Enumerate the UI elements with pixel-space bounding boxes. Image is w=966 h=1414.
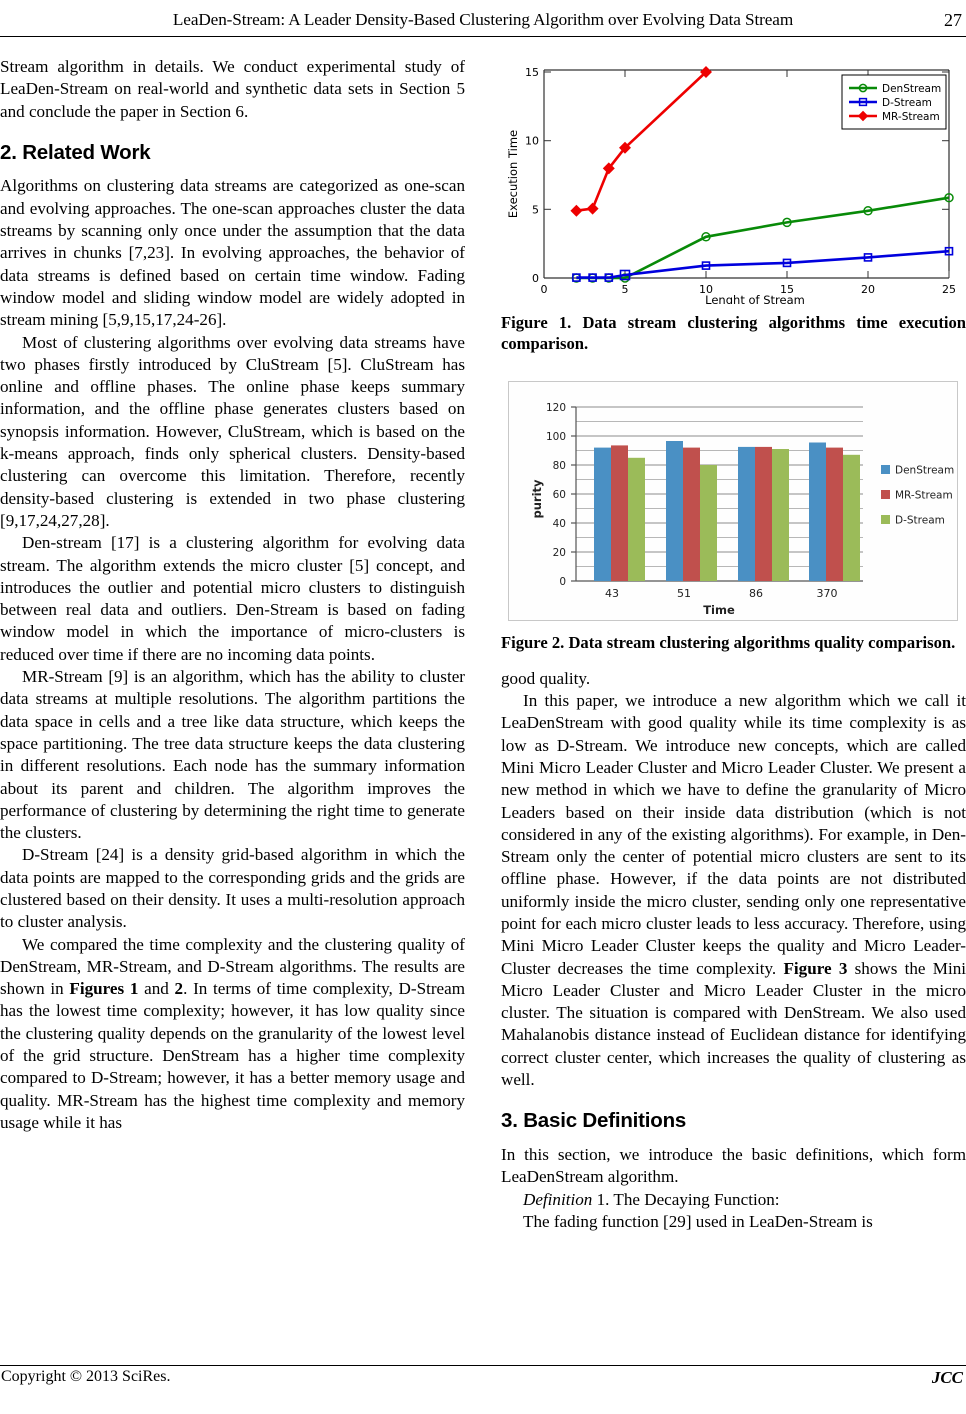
fig2-group-370 — [809, 442, 860, 581]
running-head-title: LeaDen-Stream: A Leader Density-Based Cl… — [172, 10, 794, 29]
fig1-ytick-10: 10 — [525, 135, 539, 148]
fig2-ytick-100: 100 — [546, 431, 566, 443]
fig1-xtick-10: 10 — [699, 283, 713, 296]
paragraph-algorithms: Algorithms on clustering data streams ar… — [0, 176, 465, 330]
fig1-series-mrstream-markers — [570, 66, 712, 217]
figure-1: 0 5 10 15 0 5 10 15 20 25 Lenght of Stre… — [501, 56, 966, 304]
fig2-legend-mrstream: MR-Stream — [895, 489, 953, 501]
fig2-xtick-51: 51 — [677, 587, 691, 600]
running-head: LeaDen-Stream: A Leader Density-Based Cl… — [0, 10, 966, 40]
fig1-xlabel: Lenght of Stream — [705, 293, 805, 304]
fig1-xtick-5: 5 — [622, 283, 629, 296]
figure-3-ref: Figure 3 — [783, 958, 848, 978]
fig2-xtick-86: 86 — [749, 587, 763, 600]
definition-keyword: Definition — [523, 1189, 593, 1209]
comparison-text-a: We compared the time complexity and the … — [0, 934, 465, 999]
fig2-ytick-40: 40 — [553, 518, 566, 530]
paragraph-dstream: D-Stream [24] is a density grid-based al… — [0, 845, 465, 932]
paragraph-clustream: Most of clustering algorithms over evolv… — [0, 332, 465, 530]
fig2-xlabel: Time — [703, 603, 735, 617]
fig1-series-dstream-line — [576, 249, 950, 279]
fig2-ytick-20: 20 — [553, 547, 566, 559]
figures-ref-2: 2 — [174, 979, 184, 999]
fig2-legend-dstream: D-Stream — [895, 514, 945, 526]
fig2-group-43 — [594, 445, 645, 581]
comparison-text-and: and — [138, 979, 175, 999]
fig2-group-86 — [738, 446, 789, 581]
figure-2-caption: Figure 2. Data stream clustering algorit… — [501, 632, 956, 652]
fig1-legend: DenStream D-Stream MR-Stream — [841, 74, 947, 130]
page-footer: Copyright © 2013 SciRes. JCC — [0, 1368, 966, 1392]
copyright-notice: Copyright © 2013 SciRes. — [1, 1368, 171, 1385]
fig1-xtick-20: 20 — [861, 283, 875, 296]
fig1-series-dstream-markers — [572, 246, 954, 282]
fig2-legend-denstream: DenStream — [895, 464, 954, 476]
fig2-group-51 — [666, 440, 717, 581]
journal-abbreviation: JCC — [931, 1368, 963, 1387]
fig1-ylabel: Execution Time — [506, 130, 520, 218]
figures-ref-1: Figures 1 — [69, 979, 139, 999]
fig2-xtick-43: 43 — [605, 587, 619, 600]
paragraph-fading-function: The fading function [29] used in LeaDen-… — [523, 1211, 873, 1231]
fig2-legend: DenStream MR-Stream D-Stream — [881, 464, 954, 526]
leadenstream-text-c: shows the Mini Micro Leader Cluster and … — [501, 958, 966, 1090]
fig1-xtick-25: 25 — [942, 283, 956, 296]
fig1-legend-dstream: D-Stream — [882, 97, 932, 109]
right-column: 0 5 10 15 0 5 10 15 20 25 Lenght of Stre… — [501, 56, 966, 1233]
figure-2: 0 20 40 60 80 100 120 — [501, 380, 966, 624]
paragraph-denstream: Den-stream [17] is a clustering algorith… — [0, 533, 465, 664]
fig2-xtick-370: 370 — [817, 587, 838, 600]
fig1-xtick-15: 15 — [780, 283, 794, 296]
paragraph-basic-definitions: In this section, we introduce the basic … — [501, 1144, 966, 1187]
paragraph-leadenstream: In this paper, we introduce a new algori… — [501, 690, 966, 1091]
fig1-legend-mrstream: MR-Stream — [882, 111, 940, 123]
paragraph-continued: Stream algorithm in details. We conduct … — [0, 57, 465, 121]
fig1-ytick-15: 15 — [525, 66, 539, 79]
figure-1-chart: 0 5 10 15 0 5 10 15 20 25 Lenght of Stre… — [506, 66, 956, 304]
fig2-ylabel: purity — [530, 479, 544, 519]
comparison-text-d: . In terms of time complexity, D-Stream … — [0, 979, 466, 1132]
fig2-ytick-120: 120 — [546, 402, 566, 414]
fig2-ytick-60: 60 — [553, 489, 566, 501]
fig1-ytick-0: 0 — [532, 272, 539, 285]
fig1-ytick-5: 5 — [532, 203, 539, 216]
page-number: 27 — [944, 10, 962, 30]
fig1-xtick-0: 0 — [541, 283, 548, 296]
figure-1-caption: Figure 1. Data stream clustering algorit… — [501, 313, 966, 353]
paragraph-mrstream: MR-Stream [9] is an algorithm, which has… — [0, 667, 465, 843]
leadenstream-text-a: In this paper, we introduce a new algori… — [501, 691, 966, 978]
heading-basic-definitions: 3. Basic Definitions — [501, 1109, 687, 1133]
paragraph-comparison: We compared the time complexity and the … — [0, 934, 465, 1135]
paragraph-good-quality: good quality. — [501, 668, 591, 688]
left-column: Stream algorithm in details. We conduct … — [0, 56, 465, 1134]
header-rule — [0, 36, 966, 37]
footer-rule — [0, 1365, 966, 1366]
fig2-ytick-80: 80 — [553, 460, 566, 472]
figure-2-chart: 0 20 40 60 80 100 120 — [530, 402, 954, 617]
fig1-legend-denstream: DenStream — [882, 83, 941, 95]
fig2-ytick-0: 0 — [559, 576, 566, 588]
heading-related-work: 2. Related Work — [0, 140, 151, 164]
definition-rest: 1. The Decaying Function: — [592, 1189, 780, 1209]
definition-1: Definition 1. The Decaying Function: — [501, 1189, 966, 1211]
